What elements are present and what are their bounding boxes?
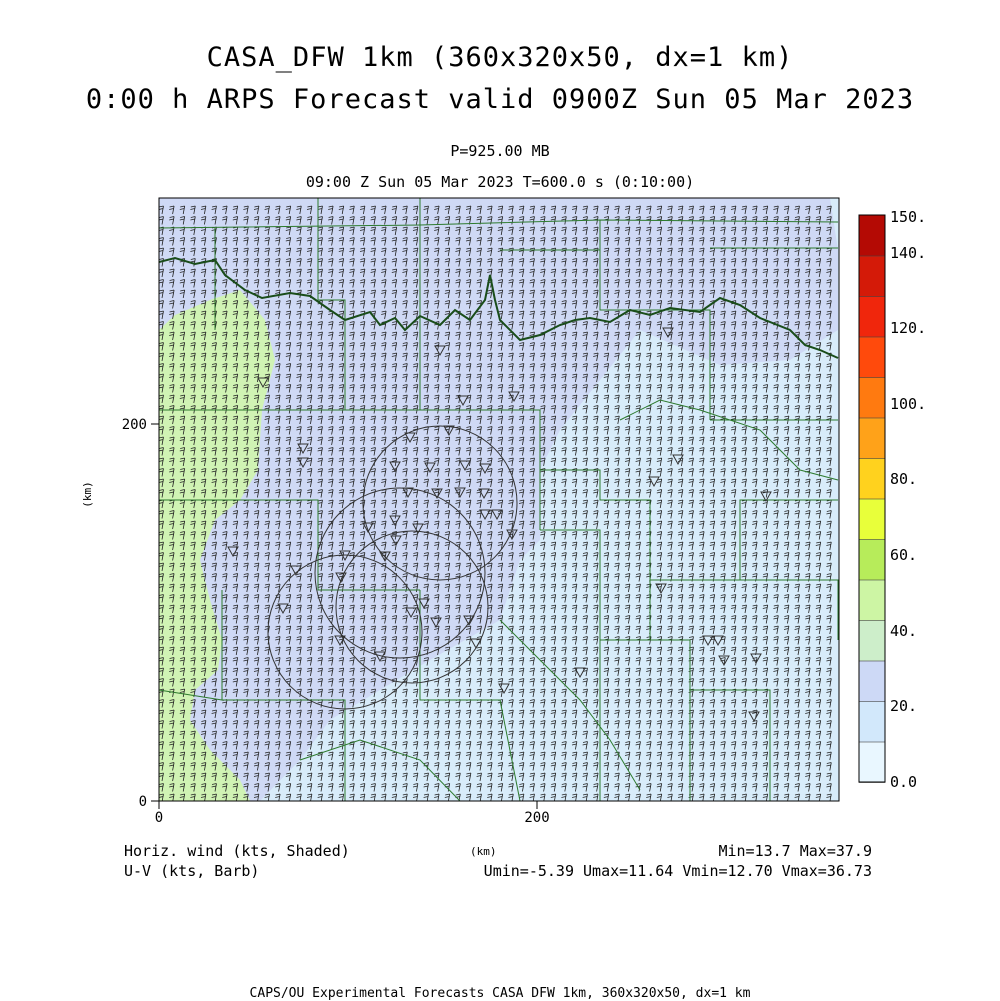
uv-components-label: Umin=-5.39 Umax=11.64 Vmin=12.70 Vmax=36…: [483, 862, 872, 880]
min-max-label: Min=13.7 Max=37.9: [718, 842, 872, 860]
station-marker: [574, 667, 586, 679]
station-marker: [479, 509, 491, 521]
station-marker: [459, 460, 471, 472]
station-marker: [479, 463, 491, 475]
colorbar-segment: [858, 336, 886, 378]
colorbar-segment: [858, 498, 886, 540]
station-marker: [434, 345, 446, 357]
station-marker: [672, 454, 684, 466]
station-marker: [412, 523, 424, 535]
axis-ticks: [151, 423, 538, 809]
station-marker: [498, 683, 510, 695]
station-marker: [506, 529, 518, 541]
colorbar-segment: [858, 538, 886, 581]
footer-credit: CAPS/OU Experimental Forecasts CASA DFW …: [249, 986, 751, 1001]
colorbar: 150. 140. 120. 100. 80. 60. 40. 20. 0.0: [858, 208, 926, 791]
y-tick-200: 200: [122, 417, 147, 433]
station-marker: [648, 476, 660, 488]
station-marker: [718, 655, 730, 667]
station-marker: [257, 377, 269, 389]
station-marker: [277, 603, 289, 615]
colorbar-segment: [858, 660, 886, 702]
station-marker: [470, 638, 482, 650]
y-tick-0: 0: [139, 794, 147, 810]
colorbar-segment: [858, 214, 886, 257]
station-marker: [405, 607, 417, 619]
colorbar-label: 140.: [890, 244, 926, 262]
colorbar-segment: [858, 295, 886, 338]
station-marker: [463, 615, 475, 627]
plot-frame: [158, 197, 840, 802]
colorbar-label: 120.: [890, 319, 926, 337]
station-markers: [227, 327, 772, 723]
colorbar-label: 60.: [890, 546, 917, 564]
station-marker: [390, 535, 402, 547]
station-marker: [457, 395, 469, 407]
station-marker: [478, 488, 490, 500]
y-axis-unit: (km): [80, 481, 94, 508]
red-river-state-line: [159, 256, 839, 359]
station-marker: [431, 488, 443, 500]
colorbar-frame: [858, 214, 886, 783]
colorbar-segment: [858, 417, 886, 459]
station-marker: [379, 551, 391, 563]
colorbar-segment: [858, 255, 886, 297]
colorbar-segment: [858, 376, 886, 419]
station-marker: [334, 635, 346, 647]
colorbar-segment: [858, 457, 886, 500]
station-marker: [702, 635, 714, 647]
map-plot-area: [159, 198, 839, 801]
high-wind-shading: [159, 290, 275, 801]
station-marker: [404, 432, 416, 444]
station-marker: [760, 491, 772, 503]
colorbar-label: 150.: [890, 208, 926, 226]
radar-range-rings: [267, 425, 518, 710]
colorbar-label: 20.: [890, 697, 917, 715]
station-marker: [454, 487, 466, 499]
colorbar-segment: [858, 579, 886, 621]
station-marker: [655, 583, 667, 595]
station-marker: [335, 572, 347, 584]
station-marker: [712, 635, 724, 647]
station-marker: [297, 457, 309, 469]
station-marker: [491, 509, 503, 521]
x-tick-0: 0: [155, 810, 163, 826]
station-marker: [508, 391, 520, 403]
colorbar-label: 0.0: [890, 773, 917, 791]
shaded-field-label: Horiz. wind (kts, Shaded): [124, 842, 350, 860]
valid-time: 09:00 Z Sun 05 Mar 2023 T=600.0 s (0:10:…: [305, 173, 695, 191]
pressure-level: P=925.00 MB: [450, 142, 550, 160]
station-marker: [748, 711, 760, 723]
barb-field-label: U-V (kts, Barb): [124, 862, 260, 880]
forecast-subtitle: 0:00 h ARPS Forecast valid 0900Z Sun 05 …: [85, 84, 915, 115]
colorbar-label: 80.: [890, 470, 917, 488]
station-marker: [402, 487, 414, 499]
station-marker: [374, 651, 386, 663]
station-marker: [389, 515, 401, 527]
x-tick-200: 200: [524, 810, 549, 826]
colorbar-segment: [858, 619, 886, 662]
county-boundaries: [159, 198, 839, 801]
main-title: CASA_DFW 1km (360x320x50, dx=1 km): [206, 42, 794, 73]
colorbar-segment: [858, 700, 886, 743]
x-axis-unit: (km): [470, 845, 497, 858]
station-marker: [339, 550, 351, 562]
colorbar-label: 100.: [890, 395, 926, 413]
station-marker: [430, 617, 442, 629]
colorbar-label: 40.: [890, 622, 917, 640]
station-marker: [750, 653, 762, 665]
station-marker: [362, 522, 374, 534]
station-marker: [297, 443, 309, 455]
station-marker: [443, 425, 455, 437]
station-marker: [418, 598, 430, 610]
station-marker: [227, 546, 239, 558]
station-marker: [662, 327, 674, 339]
station-marker: [424, 462, 436, 474]
station-marker: [290, 565, 302, 577]
colorbar-segment: [858, 741, 886, 783]
station-marker: [389, 461, 401, 473]
